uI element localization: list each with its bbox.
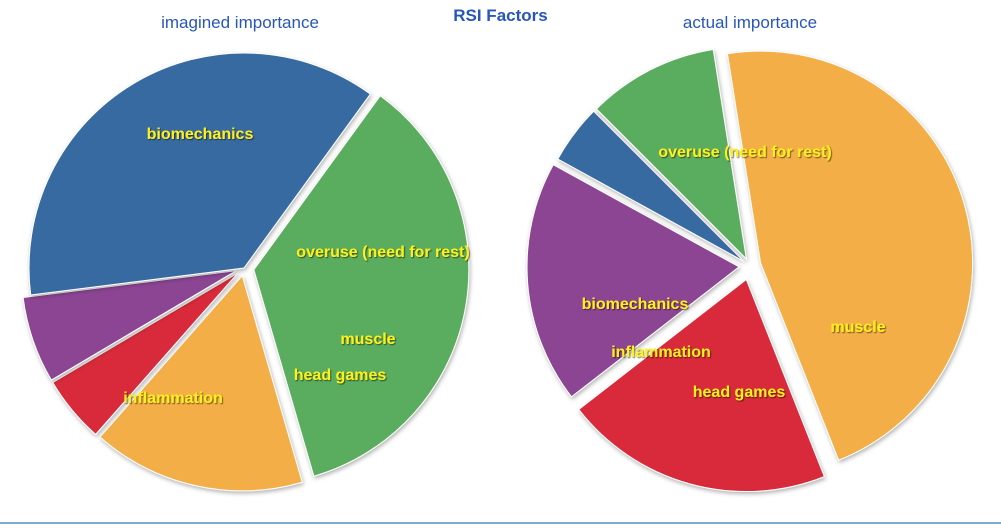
slice-inflammation bbox=[557, 110, 744, 262]
slice-label-overuse-need-for-rest: overuse (need for rest) bbox=[658, 144, 831, 161]
slice-label-head-games: head games bbox=[294, 367, 387, 384]
slice-biomechanics bbox=[595, 48, 748, 261]
slice-label-inflammation: inflammation bbox=[123, 390, 223, 407]
slice-head-games bbox=[526, 164, 740, 398]
slice-overuse-need-for-rest bbox=[99, 274, 303, 492]
slice-overuse-need-for-rest bbox=[726, 50, 974, 461]
slice-label-overuse-need-for-rest: overuse (need for rest) bbox=[296, 244, 469, 261]
slice-label-head-games: head games bbox=[693, 384, 786, 401]
slice-muscle bbox=[578, 278, 825, 492]
right-pie-title: actual importance bbox=[682, 13, 818, 32]
slice-label-biomechanics: biomechanics bbox=[147, 126, 254, 143]
slice-inflammation bbox=[28, 52, 372, 296]
slice-head-games bbox=[22, 270, 237, 381]
slice-label-biomechanics: biomechanics bbox=[582, 296, 689, 313]
imagined-importance-pie: biomechanics overuse (need for rest) muscl… bbox=[22, 52, 470, 492]
slice-biomechanics bbox=[253, 95, 470, 477]
slice-label-muscle: muscle bbox=[340, 331, 395, 348]
slice-label-inflammation: inflammation bbox=[611, 344, 711, 361]
actual-importance-pie: overuse (need for rest) muscle head games i… bbox=[526, 48, 974, 492]
slice-label-muscle: muscle bbox=[830, 319, 885, 336]
slice-muscle bbox=[52, 272, 239, 436]
chart-title: RSI Factors bbox=[453, 6, 548, 25]
divider bbox=[0, 522, 1001, 524]
left-pie-title: imagined importance bbox=[161, 13, 319, 32]
